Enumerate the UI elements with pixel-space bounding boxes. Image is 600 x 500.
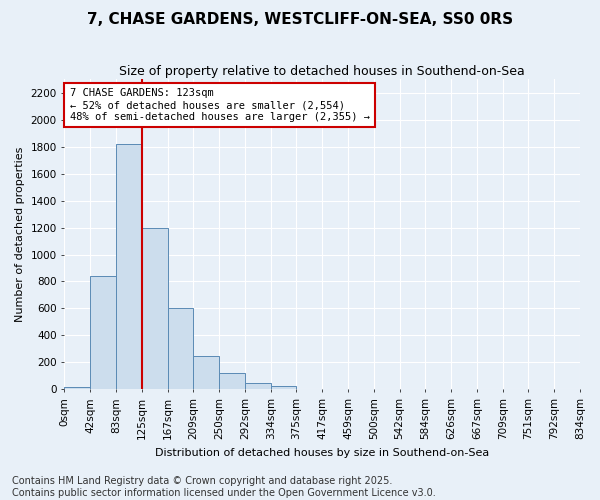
- Y-axis label: Number of detached properties: Number of detached properties: [15, 146, 25, 322]
- Text: 7, CHASE GARDENS, WESTCLIFF-ON-SEA, SS0 0RS: 7, CHASE GARDENS, WESTCLIFF-ON-SEA, SS0 …: [87, 12, 513, 28]
- Bar: [167, 308, 193, 390]
- Bar: [296, 388, 322, 390]
- Bar: [193, 356, 219, 390]
- Title: Size of property relative to detached houses in Southend-on-Sea: Size of property relative to detached ho…: [119, 65, 525, 78]
- Bar: [245, 382, 271, 390]
- Bar: [271, 386, 296, 390]
- X-axis label: Distribution of detached houses by size in Southend-on-Sea: Distribution of detached houses by size …: [155, 448, 490, 458]
- Bar: [116, 144, 142, 390]
- Bar: [219, 373, 245, 390]
- Bar: [142, 228, 167, 390]
- Text: 7 CHASE GARDENS: 123sqm
← 52% of detached houses are smaller (2,554)
48% of semi: 7 CHASE GARDENS: 123sqm ← 52% of detache…: [70, 88, 370, 122]
- Bar: [64, 386, 90, 390]
- Text: Contains HM Land Registry data © Crown copyright and database right 2025.
Contai: Contains HM Land Registry data © Crown c…: [12, 476, 436, 498]
- Bar: [90, 276, 116, 390]
